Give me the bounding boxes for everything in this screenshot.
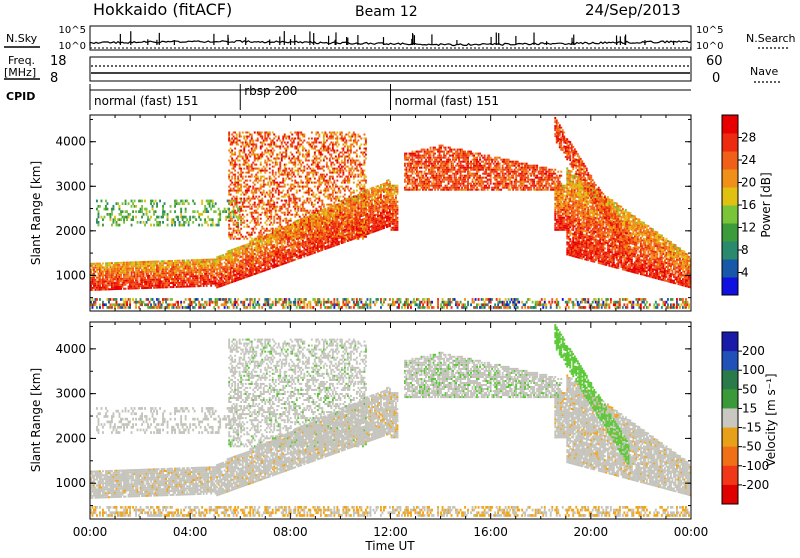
colorbar-swatch	[722, 428, 738, 448]
noise-tick-high-left: 10^5	[59, 25, 86, 36]
x-tick-label: 20:00	[574, 525, 609, 539]
colorbar-tick-label: -15	[742, 421, 762, 435]
freq-tick-high: 18	[50, 54, 67, 69]
power-ylabel: Slant Range [km]	[29, 161, 43, 265]
colorbar-tick-label: -200	[742, 478, 769, 492]
colorbar-tick-label: 50	[742, 382, 757, 396]
x-tick-label: 00:00	[73, 525, 108, 539]
power-colorbar-label: Power [dB]	[759, 172, 773, 237]
power-data-area	[90, 117, 693, 309]
noise-right-label: N.Search	[746, 32, 796, 45]
y-tick-label: 4000	[55, 135, 86, 149]
nave-tick-low: 0	[712, 71, 720, 86]
colorbar-tick-label: 15	[742, 401, 757, 415]
colorbar-swatch	[722, 169, 738, 188]
noise-panel-frame	[90, 26, 691, 50]
colorbar-swatch	[722, 205, 738, 224]
y-tick-label: 2000	[55, 224, 86, 238]
noise-tick-low-left: 10^0	[59, 41, 86, 52]
y-tick-label: 4000	[55, 342, 86, 356]
y-tick-label: 1000	[55, 476, 86, 490]
noise-tick-low-right: 10^0	[696, 41, 723, 52]
y-tick-label: 3000	[55, 179, 86, 193]
y-tick-label: 1000	[55, 268, 86, 282]
cpid-label: CPID	[6, 90, 35, 103]
colorbar-swatch	[722, 259, 738, 278]
colorbar-swatch	[722, 351, 738, 371]
cpid-segments: normal (fast) 151 rbsp 200 normal (fast) 1…	[90, 84, 691, 110]
date-title: 24/Sep/2013	[585, 1, 681, 19]
colorbar-swatch	[722, 277, 738, 296]
nave-tick-high: 60	[706, 54, 723, 69]
colorbar-swatch	[722, 466, 738, 486]
freq-tick-low: 8	[50, 71, 58, 86]
velocity-xlabel: Time UT	[364, 539, 415, 553]
nave-label: Nave	[750, 65, 778, 78]
beam-title: Beam 12	[355, 4, 418, 20]
y-tick-label: 3000	[55, 387, 86, 401]
colorbar-tick-label: -50	[742, 440, 762, 454]
x-tick-label: 16:00	[473, 525, 508, 539]
colorbar-swatch	[722, 485, 738, 505]
x-tick-label: 08:00	[273, 525, 308, 539]
cpid-segment-label: normal (fast) 151	[395, 94, 499, 108]
colorbar-swatch	[722, 389, 738, 409]
colorbar-swatch	[722, 408, 738, 428]
power-colorbar: 4 8 12 16 20 24 28	[722, 115, 756, 296]
colorbar-swatch	[722, 332, 738, 352]
colorbar-swatch	[722, 223, 738, 242]
velocity-ylabel: Slant Range [km]	[29, 368, 43, 472]
colorbar-swatch	[722, 115, 738, 134]
y-tick-label: 2000	[55, 431, 86, 445]
cpid-segment-label: normal (fast) 151	[94, 94, 198, 108]
velocity-colorbar-label: Velocity [m s⁻¹]	[764, 373, 778, 466]
x-tick-label: 00:00	[674, 525, 709, 539]
colorbar-tick-label: 24	[741, 153, 756, 167]
colorbar-tick-label: 20	[741, 176, 756, 190]
colorbar-swatch	[722, 370, 738, 390]
colorbar-swatch	[722, 187, 738, 206]
colorbar-tick-label: 4	[741, 266, 749, 280]
x-tick-label: 04:00	[173, 525, 208, 539]
colorbar-swatch	[722, 151, 738, 170]
noise-tick-high-right: 10^5	[696, 25, 723, 36]
colorbar-tick-label: 28	[741, 131, 756, 145]
velocity-data-area	[90, 324, 693, 517]
colorbar-tick-label: 200	[742, 344, 765, 358]
colorbar-tick-label: 12	[741, 221, 756, 235]
colorbar-swatch	[722, 241, 738, 260]
colorbar-swatch	[722, 133, 738, 152]
colorbar-swatch	[722, 447, 738, 467]
cpid-segment-label: rbsp 200	[244, 84, 297, 98]
colorbar-tick-label: 16	[741, 198, 756, 212]
colorbar-tick-label: 100	[742, 363, 765, 377]
station-title: Hokkaido (fitACF)	[93, 0, 232, 19]
colorbar-tick-label: 8	[741, 243, 749, 257]
x-tick-label: 12:00	[373, 525, 408, 539]
freq-panel-frame	[90, 57, 691, 81]
noise-trace	[90, 31, 691, 48]
freq-label-line2: [MHz]	[4, 66, 36, 79]
noise-left-label: N.Sky	[6, 32, 38, 45]
